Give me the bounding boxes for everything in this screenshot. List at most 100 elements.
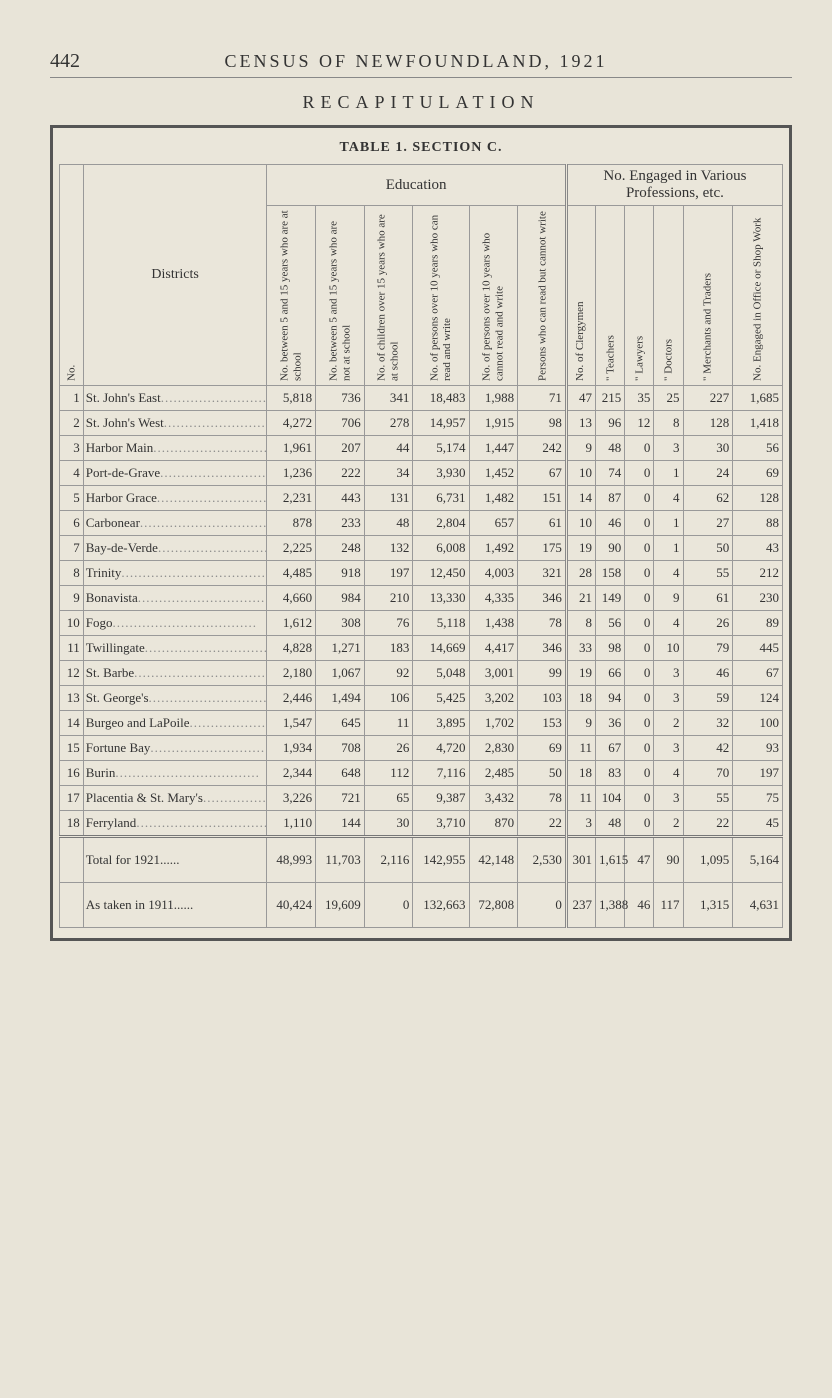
data-cell: 1,271 — [316, 636, 365, 661]
data-cell: 1,988 — [469, 386, 518, 411]
data-cell: 0 — [625, 761, 654, 786]
data-cell: 99 — [518, 661, 567, 686]
data-cell: 4,417 — [469, 636, 518, 661]
data-cell: 48 — [364, 511, 413, 536]
data-cell: 878 — [267, 511, 316, 536]
data-cell: 96 — [596, 411, 625, 436]
data-cell: 47 — [625, 837, 654, 883]
data-cell: 308 — [316, 611, 365, 636]
col-header-prof-1: " Teachers — [596, 206, 625, 386]
data-cell: 918 — [316, 561, 365, 586]
district-name: Twillingate — [83, 636, 267, 661]
data-cell: 65 — [364, 786, 413, 811]
data-cell: 10 — [566, 461, 595, 486]
table-row: 15Fortune Bay1,934708264,7202,8306911670… — [60, 736, 783, 761]
data-cell: 3,001 — [469, 661, 518, 686]
data-cell: 645 — [316, 711, 365, 736]
data-cell: 1,915 — [469, 411, 518, 436]
data-cell: 5,048 — [413, 661, 469, 686]
district-name: St. John's East — [83, 386, 267, 411]
row-number: 14 — [60, 711, 84, 736]
data-cell: 3,710 — [413, 811, 469, 837]
data-cell: 210 — [364, 586, 413, 611]
data-cell: 62 — [683, 486, 733, 511]
data-cell: 92 — [364, 661, 413, 686]
data-cell: 237 — [566, 883, 595, 928]
data-cell: 55 — [683, 786, 733, 811]
total-row: Total for 1921......48,99311,7032,116142… — [60, 837, 783, 883]
data-cell: 56 — [596, 611, 625, 636]
data-cell: 142,955 — [413, 837, 469, 883]
data-cell: 21 — [566, 586, 595, 611]
data-cell: 4,003 — [469, 561, 518, 586]
table-row: 5Harbor Grace2,2314431316,7311,482151148… — [60, 486, 783, 511]
data-cell: 75 — [733, 786, 783, 811]
table-title: TABLE 1. SECTION C. — [59, 140, 783, 156]
data-cell: 0 — [625, 536, 654, 561]
table-row: 3Harbor Main1,961207445,1741,44724294803… — [60, 436, 783, 461]
data-cell: 197 — [364, 561, 413, 586]
data-cell: 3,432 — [469, 786, 518, 811]
data-cell: 117 — [654, 883, 683, 928]
data-cell: 13 — [566, 411, 595, 436]
data-cell: 248 — [316, 536, 365, 561]
data-cell: 301 — [566, 837, 595, 883]
data-cell: 13,330 — [413, 586, 469, 611]
data-cell: 56 — [733, 436, 783, 461]
data-cell: 61 — [518, 511, 567, 536]
data-cell: 0 — [625, 486, 654, 511]
col-header-edu-1: No. between 5 and 15 years who are not a… — [316, 206, 365, 386]
data-cell: 1,547 — [267, 711, 316, 736]
row-number: 8 — [60, 561, 84, 586]
data-cell: 0 — [625, 461, 654, 486]
data-cell: 1,067 — [316, 661, 365, 686]
data-cell: 4,272 — [267, 411, 316, 436]
data-cell: 32 — [683, 711, 733, 736]
data-cell: 215 — [596, 386, 625, 411]
data-cell: 1,492 — [469, 536, 518, 561]
data-cell: 67 — [596, 736, 625, 761]
data-cell: 984 — [316, 586, 365, 611]
data-cell: 3 — [654, 436, 683, 461]
data-cell: 78 — [518, 786, 567, 811]
total-row: As taken in 1911......40,42419,6090132,6… — [60, 883, 783, 928]
data-cell: 2 — [654, 711, 683, 736]
data-cell: 18 — [566, 686, 595, 711]
data-cell: 230 — [733, 586, 783, 611]
data-cell: 5,174 — [413, 436, 469, 461]
data-cell: 0 — [625, 661, 654, 686]
data-cell: 4,335 — [469, 586, 518, 611]
row-number — [60, 883, 84, 928]
data-cell: 207 — [316, 436, 365, 461]
data-cell: 30 — [683, 436, 733, 461]
data-cell: 124 — [733, 686, 783, 711]
col-header-edu-2: No. of children over 15 years who are at… — [364, 206, 413, 386]
table-head: No. Districts Education No. Engaged in V… — [60, 165, 783, 386]
table-frame: TABLE 1. SECTION C. No. Districts Educat… — [50, 125, 792, 941]
table-row: 9Bonavista4,66098421013,3304,33534621149… — [60, 586, 783, 611]
data-cell: 8 — [654, 411, 683, 436]
data-cell: 128 — [683, 411, 733, 436]
row-number: 11 — [60, 636, 84, 661]
data-cell: 46 — [683, 661, 733, 686]
data-cell: 222 — [316, 461, 365, 486]
data-cell: 445 — [733, 636, 783, 661]
district-name: Bonavista — [83, 586, 267, 611]
data-cell: 0 — [625, 561, 654, 586]
data-cell: 98 — [596, 636, 625, 661]
col-header-prof-0: No. of Clergymen — [566, 206, 595, 386]
data-cell: 59 — [683, 686, 733, 711]
page-number: 442 — [50, 50, 80, 73]
data-cell: 4,485 — [267, 561, 316, 586]
data-cell: 40,424 — [267, 883, 316, 928]
data-cell: 98 — [518, 411, 567, 436]
data-cell: 94 — [596, 686, 625, 711]
data-cell: 1,452 — [469, 461, 518, 486]
col-header-edu-0: No. between 5 and 15 years who are at sc… — [267, 206, 316, 386]
data-cell: 5,118 — [413, 611, 469, 636]
data-cell: 1,615 — [596, 837, 625, 883]
row-number: 16 — [60, 761, 84, 786]
data-cell: 42 — [683, 736, 733, 761]
data-cell: 112 — [364, 761, 413, 786]
data-cell: 708 — [316, 736, 365, 761]
